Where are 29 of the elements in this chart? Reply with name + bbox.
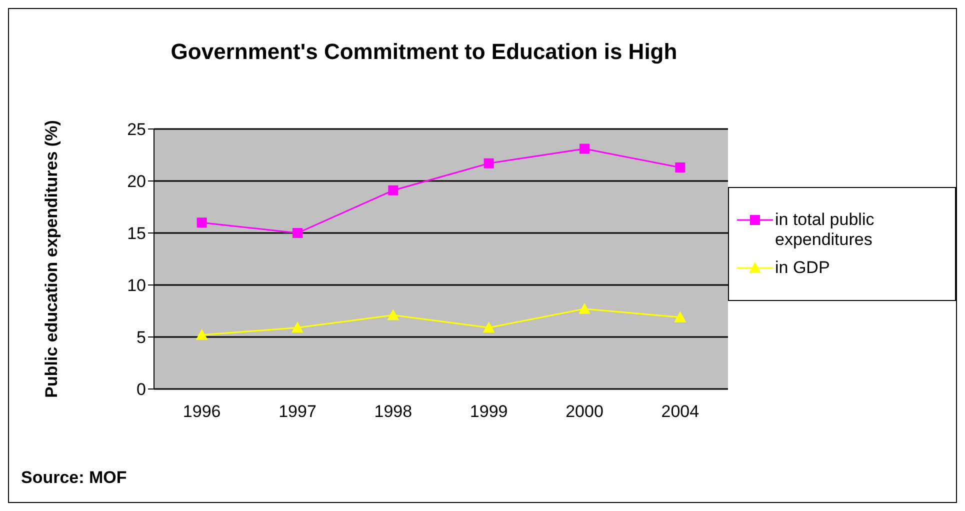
point [292, 228, 302, 238]
point [292, 322, 304, 333]
x-tick-label: 1997 [278, 402, 316, 422]
point [580, 144, 590, 154]
point [387, 309, 400, 320]
x-tick-label: 1999 [470, 402, 508, 422]
chart-title: Government's Commitment to Education is High [170, 39, 678, 65]
x-tick-label: 2004 [661, 402, 700, 422]
legend-label: in GDP [775, 258, 830, 278]
source-note: Source: MOF [21, 468, 127, 488]
x-tick-label: 2000 [566, 402, 604, 422]
point [578, 302, 590, 314]
point [484, 158, 494, 168]
y-tick-label: 15 [127, 224, 146, 244]
point [674, 311, 686, 322]
y-tick-label: 5 [136, 328, 146, 348]
y-tick-label: 10 [127, 276, 146, 296]
point [196, 218, 207, 228]
point [675, 162, 686, 172]
point [388, 185, 398, 196]
legend-label: in total public expenditures [775, 210, 876, 250]
y-tick-label: 0 [136, 380, 146, 400]
y-tick-label: 20 [127, 172, 146, 192]
y-axis-title: Public education expenditures (%) [42, 120, 62, 398]
point [196, 328, 208, 340]
y-tick-label: 25 [127, 120, 146, 140]
point [482, 322, 495, 333]
x-tick-label: 1996 [182, 402, 221, 422]
x-tick-label: 1998 [374, 402, 412, 422]
